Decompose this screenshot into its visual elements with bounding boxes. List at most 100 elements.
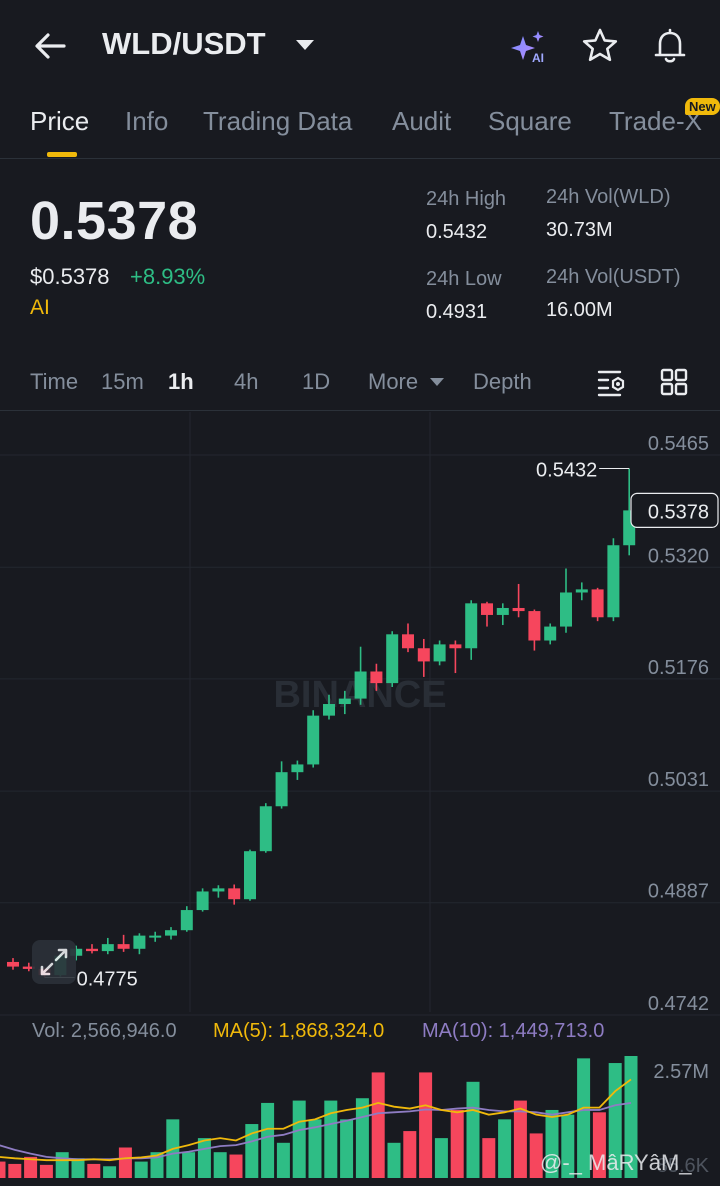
- candle-body: [117, 944, 130, 949]
- volume-bar: [0, 1161, 6, 1178]
- candle-body: [22, 966, 35, 969]
- volume-bar: [71, 1158, 85, 1178]
- layout-grid-icon[interactable]: [658, 366, 690, 398]
- more-caret-icon[interactable]: [430, 378, 444, 386]
- price-change-percent: +8.93%: [130, 264, 206, 289]
- candle: [133, 933, 146, 955]
- candle: [449, 640, 462, 674]
- candle-body: [133, 935, 146, 949]
- tab-price[interactable]: Price: [30, 106, 90, 136]
- ma5-legend: MA(5): 1,868,324.0: [213, 1020, 385, 1042]
- volume-bar: [513, 1100, 527, 1178]
- candle: [417, 638, 430, 677]
- volume-bar: [245, 1124, 259, 1178]
- candle: [212, 885, 225, 898]
- pair-title[interactable]: WLD/USDT: [102, 26, 266, 61]
- candle: [149, 931, 162, 942]
- candle: [196, 888, 209, 912]
- fiat-price: $0.5378: [30, 264, 110, 289]
- candle-body: [338, 698, 351, 705]
- active-tab-indicator: [47, 152, 77, 157]
- volume-axis-bottom-label: 85.6K: [657, 1155, 710, 1177]
- tab-square[interactable]: Square: [488, 106, 572, 136]
- volume-bar: [103, 1166, 117, 1178]
- current-price-box: [630, 492, 719, 528]
- candle-body: [180, 910, 193, 931]
- candle-body: [481, 603, 493, 615]
- volume-bar: [182, 1152, 196, 1178]
- user-watermark: @-_ MâRYâM_: [540, 1150, 692, 1175]
- pair-dropdown-caret-icon[interactable]: [296, 40, 314, 50]
- vol-quote-value: 16.00M: [546, 299, 613, 321]
- interval-4h[interactable]: 4h: [234, 369, 259, 394]
- candlestick-chart[interactable]: BINANCE 0.54650.53200.51760.50310.48870.…: [0, 410, 720, 1186]
- interval-15m[interactable]: 15m: [101, 369, 144, 394]
- tab-audit[interactable]: Audit: [392, 106, 452, 136]
- interval-1h[interactable]: 1h: [168, 369, 194, 394]
- volume-bar: [529, 1133, 543, 1178]
- candle-body: [275, 772, 288, 807]
- volume-ma-lines: 2.57M 85.6K: [0, 1061, 710, 1177]
- high-label: 24h High: [426, 188, 507, 210]
- volume-bar: [403, 1131, 417, 1178]
- low-value: 0.4931: [426, 301, 488, 323]
- candle-body: [323, 704, 335, 716]
- candle-body: [165, 930, 177, 936]
- candle-body: [149, 935, 162, 938]
- candle: [165, 927, 177, 940]
- fullscreen-button[interactable]: [32, 940, 76, 984]
- candle-body: [575, 589, 588, 593]
- interval-more[interactable]: More: [368, 369, 419, 394]
- candle: [481, 601, 493, 627]
- candle: [259, 803, 272, 853]
- candle-body: [196, 891, 209, 911]
- interval-time[interactable]: Time: [30, 369, 79, 394]
- ai-sparkle-icon[interactable]: AI: [508, 28, 550, 68]
- candle-body: [370, 671, 383, 684]
- candle: [70, 945, 83, 961]
- candle-body: [512, 607, 525, 612]
- candle: [370, 663, 383, 691]
- candle-body: [228, 888, 241, 900]
- volume-bar: [197, 1138, 211, 1178]
- volume-bar: [498, 1119, 512, 1178]
- alert-bell-icon[interactable]: [650, 26, 690, 66]
- candle: [465, 600, 478, 660]
- current-price-label: 0.5378: [648, 501, 709, 523]
- volume-bar: [434, 1138, 448, 1178]
- candle: [591, 587, 604, 622]
- volume-bar: [577, 1058, 591, 1178]
- price-tick-label: 0.5465: [648, 433, 709, 455]
- low-marker-label: 0.4775: [77, 968, 138, 990]
- tab-info[interactable]: Info: [125, 106, 169, 136]
- volume-bar: [55, 1152, 69, 1178]
- back-arrow-icon[interactable]: [30, 28, 70, 64]
- candle: [244, 849, 256, 901]
- candle-body: [244, 851, 256, 900]
- chart-settings-icon[interactable]: [596, 366, 628, 398]
- candle: [7, 958, 19, 970]
- vol-base-label: 24h Vol(WLD): [546, 186, 671, 208]
- candle: [323, 694, 335, 720]
- volume-bar: [355, 1098, 369, 1178]
- low-label: 24h Low: [426, 268, 502, 290]
- volume-bar: [561, 1114, 575, 1178]
- high-value: 0.5432: [426, 221, 488, 243]
- last-price: 0.5378: [30, 191, 199, 251]
- favorite-star-icon[interactable]: [580, 26, 620, 66]
- candle-body: [291, 764, 304, 773]
- candle: [275, 761, 288, 809]
- candle: [433, 640, 446, 666]
- depth-tab[interactable]: Depth: [473, 369, 532, 394]
- tab-trading-data[interactable]: Trading Data: [203, 106, 353, 136]
- candle: [117, 934, 130, 952]
- candle: [228, 884, 241, 905]
- candle-body: [70, 948, 83, 956]
- candle-body: [101, 944, 114, 952]
- candle-body: [465, 603, 478, 649]
- volume-bar: [419, 1072, 433, 1178]
- volume-bar: [545, 1109, 559, 1178]
- interval-1d[interactable]: 1D: [302, 369, 331, 394]
- ai-summary-link[interactable]: AI: [30, 296, 50, 319]
- volume-bar: [39, 1164, 53, 1178]
